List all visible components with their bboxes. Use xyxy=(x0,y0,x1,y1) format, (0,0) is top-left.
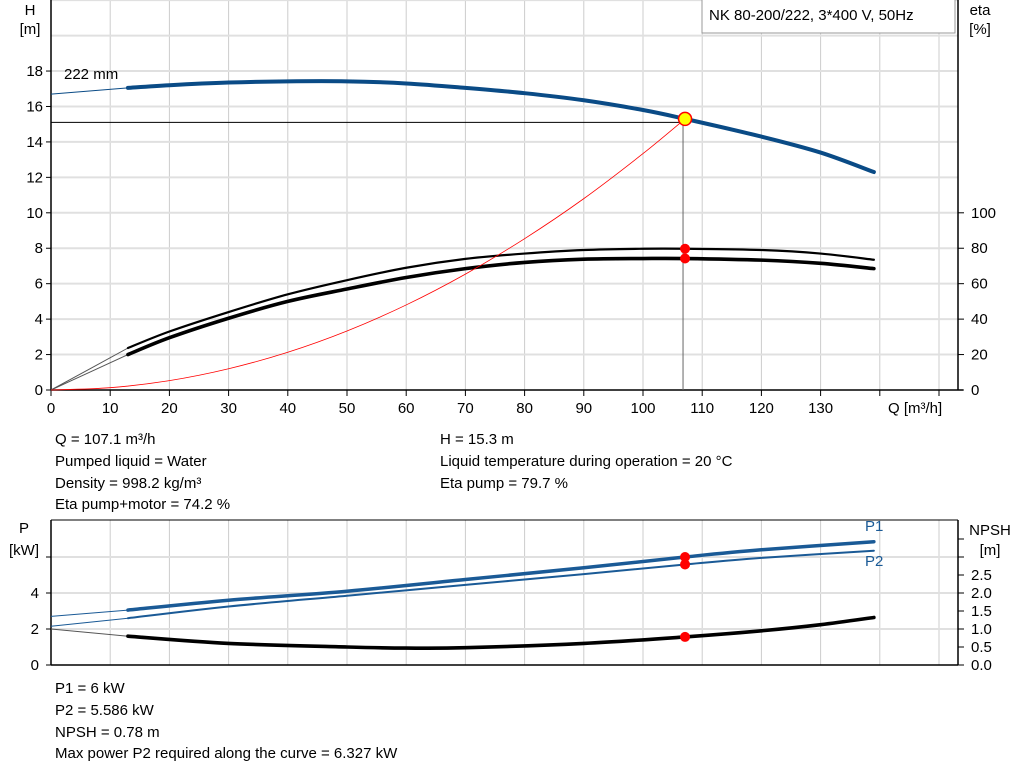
q-tick-label: 130 xyxy=(808,400,833,417)
h-tick-label: 16 xyxy=(26,98,43,115)
q-tick-label: 120 xyxy=(749,400,774,417)
npsh-tick-label: 2.5 xyxy=(971,567,992,584)
head-curve xyxy=(125,79,876,175)
q-tick-label: 30 xyxy=(220,400,237,417)
p-tick-label: 2 xyxy=(31,621,39,638)
q-tick-label: 50 xyxy=(339,400,356,417)
result-head: H = 15.3 m xyxy=(440,431,514,448)
eta-pump-motor-duty-point xyxy=(680,253,691,264)
q-tick-label: 100 xyxy=(630,400,655,417)
h-tick-label: 2 xyxy=(35,347,43,364)
result-eta-pump-motor: Eta pump+motor = 74.2 % xyxy=(55,496,231,513)
eta-axis-unit: [%] xyxy=(969,21,991,38)
q-tick-label: 80 xyxy=(516,400,533,417)
p-tick-label: 0 xyxy=(31,657,39,674)
eta-tick-label: 40 xyxy=(971,311,988,328)
p-tick-label: 4 xyxy=(31,585,39,602)
impeller-diameter-label: 222 mm xyxy=(64,66,118,83)
q-tick-label: 110 xyxy=(690,400,714,417)
result-p2: P2 = 5.586 kW xyxy=(55,702,154,719)
P2-duty-point xyxy=(680,559,691,570)
P1-extrapolated-curve xyxy=(50,609,129,617)
npsh-tick-label: 1.5 xyxy=(971,603,992,620)
q-tick-label: 20 xyxy=(161,400,178,417)
eta-pump-duty-point xyxy=(680,243,691,254)
h-tick-label: 6 xyxy=(35,276,43,293)
NPSH-extrapolated-curve xyxy=(50,628,129,637)
eta-pump-motor-extrapolated-curve xyxy=(50,354,129,391)
p2-curve-label: P2 xyxy=(865,553,883,570)
eta-tick-label: 80 xyxy=(971,240,988,257)
q-tick-label: 90 xyxy=(575,400,592,417)
q-tick-label: 40 xyxy=(279,400,296,417)
head-extrapolated-curve xyxy=(50,87,129,95)
result-eta-pump: Eta pump = 79.7 % xyxy=(440,475,568,492)
q-tick-label: 10 xyxy=(102,400,119,417)
P2-extrapolated-curve xyxy=(50,617,129,627)
h-tick-label: 8 xyxy=(35,240,43,257)
result-density: Density = 998.2 kg/m³ xyxy=(55,475,202,492)
eta-axis-title: eta xyxy=(970,2,992,19)
result-p1: P1 = 6 kW xyxy=(55,680,125,697)
q-tick-label: 60 xyxy=(398,400,415,417)
npsh-tick-label: 0.0 xyxy=(971,657,992,674)
P2-curve xyxy=(126,549,875,620)
result-max-p2: Max power P2 required along the curve = … xyxy=(55,745,398,762)
npsh-axis-unit: [m] xyxy=(980,542,1001,559)
result-flow: Q = 107.1 m³/h xyxy=(55,431,156,448)
eta-tick-label: 0 xyxy=(971,382,979,399)
P1-duty-point xyxy=(680,552,691,562)
h-tick-label: 12 xyxy=(26,169,43,186)
h-axis-title: H xyxy=(25,2,36,19)
result-temperature: Liquid temperature during operation = 20… xyxy=(440,453,733,470)
q-axis-title: Q [m³/h] xyxy=(888,400,942,417)
result-liquid: Pumped liquid = Water xyxy=(55,453,207,470)
chart-title: NK 80-200/222, 3*400 V, 50Hz xyxy=(709,7,914,24)
q-tick-label: 0 xyxy=(47,400,55,417)
title-box xyxy=(701,0,956,34)
q-tick-label: 70 xyxy=(457,400,474,417)
eta-tick-label: 20 xyxy=(971,347,988,364)
h-tick-label: 0 xyxy=(35,382,43,399)
p-axis-title: P xyxy=(19,520,29,537)
duty-point-marker xyxy=(677,111,693,127)
eta-tick-label: 100 xyxy=(971,205,996,222)
h-tick-label: 14 xyxy=(26,134,43,151)
h-tick-label: 10 xyxy=(26,205,43,222)
h-tick-label: 4 xyxy=(35,311,43,328)
eta-pump-curve xyxy=(126,247,875,350)
npsh-tick-label: 0.5 xyxy=(971,639,992,656)
h-tick-label: 18 xyxy=(26,63,43,80)
NPSH-curve xyxy=(126,615,876,651)
eta-tick-label: 60 xyxy=(971,276,988,293)
NPSH-duty-point xyxy=(680,631,691,642)
npsh-tick-label: 1.0 xyxy=(971,621,992,638)
P1-curve xyxy=(126,539,876,612)
eta-pump-motor-curve xyxy=(126,256,876,357)
h-axis-unit: [m] xyxy=(20,21,41,38)
npsh-axis-title: NPSH xyxy=(969,522,1011,539)
system-curve-curve xyxy=(50,118,686,391)
p-axis-unit: [kW] xyxy=(9,542,39,559)
npsh-tick-label: 2.0 xyxy=(971,585,992,602)
result-npsh: NPSH = 0.78 m xyxy=(55,724,160,741)
p1-curve-label: P1 xyxy=(865,518,883,535)
